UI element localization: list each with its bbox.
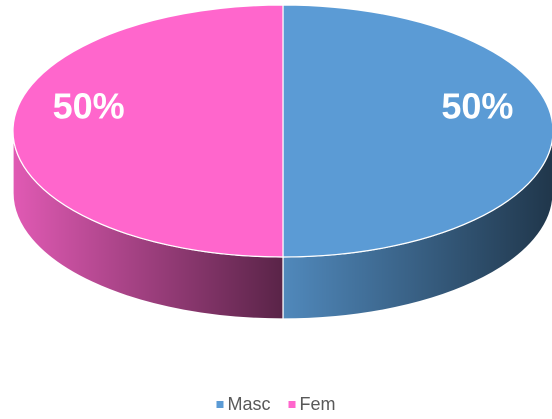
legend-label: Fem [300,394,336,414]
data-label: 50% [53,86,125,127]
legend: Masc Fem [216,394,336,414]
data-label: 50% [441,86,513,127]
slice [282,4,552,258]
legend-marker [288,401,296,408]
slice [12,4,284,258]
pie-sides [12,130,552,320]
pie-tops [12,4,552,258]
legend-label: Masc [227,394,270,414]
legend-marker [216,401,224,408]
data-labels: 50% 50% [53,86,514,127]
